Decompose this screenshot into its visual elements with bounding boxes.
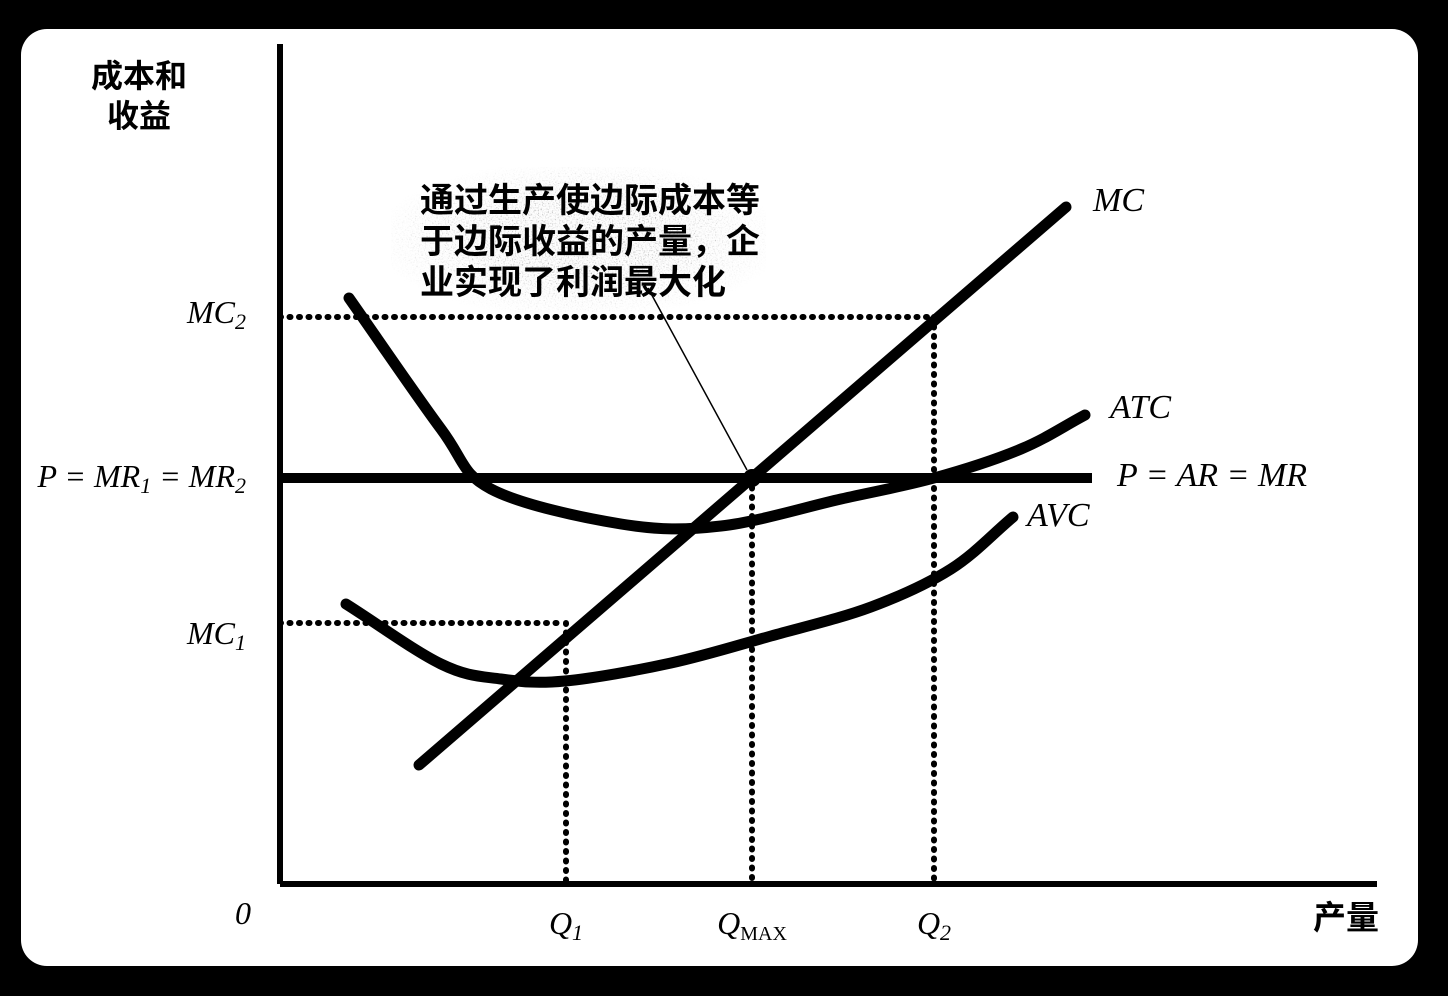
svg-text:MC1: MC1 <box>186 615 246 655</box>
svg-text:P = AR = MR: P = AR = MR <box>1116 457 1307 494</box>
svg-text:收益: 收益 <box>107 91 171 137</box>
svg-text:MC2: MC2 <box>186 294 246 334</box>
svg-text:ATC: ATC <box>1108 389 1171 426</box>
svg-text:P = MR1 = MR2: P = MR1 = MR2 <box>36 458 246 498</box>
svg-text:QMAX: QMAX <box>717 905 787 945</box>
svg-text:Q1: Q1 <box>549 905 583 945</box>
svg-text:MC: MC <box>1092 182 1144 219</box>
svg-text:业实现了利润最大化: 业实现了利润最大化 <box>420 255 726 304</box>
svg-text:产量: 产量 <box>1313 891 1379 939</box>
svg-text:0: 0 <box>235 895 251 931</box>
svg-text:Q2: Q2 <box>917 905 951 945</box>
svg-text:AVC: AVC <box>1025 497 1090 534</box>
